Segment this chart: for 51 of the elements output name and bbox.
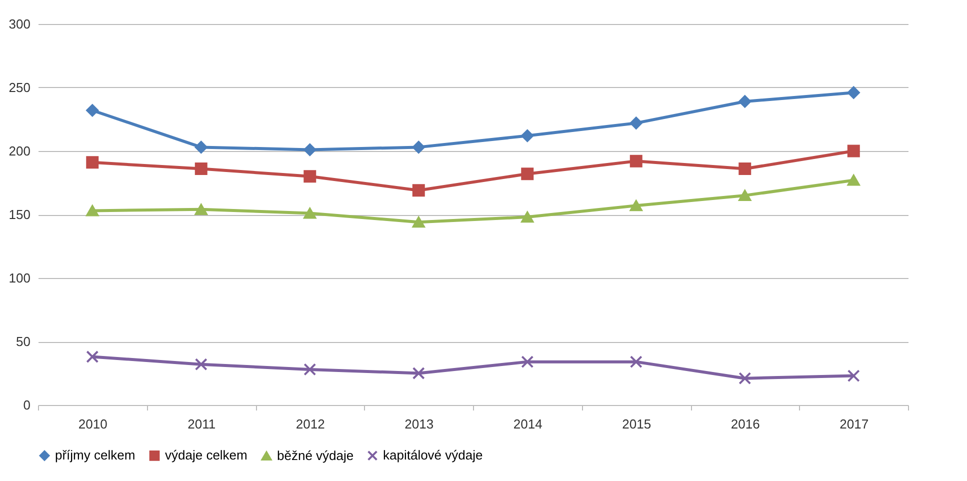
- point: [738, 162, 752, 176]
- point: [304, 363, 316, 376]
- point: [194, 204, 208, 215]
- point: [412, 367, 425, 380]
- legend-label: běžné výdaje: [277, 448, 354, 463]
- point: [86, 350, 99, 363]
- point: [412, 216, 425, 228]
- point: [630, 116, 642, 130]
- legend-label: kapitálové výdaje: [383, 448, 483, 463]
- x-tick-label: 2017: [840, 416, 869, 432]
- point: [304, 170, 316, 183]
- point: [304, 208, 316, 219]
- legend-label: příjmy celkem: [55, 448, 136, 463]
- x-tick-label: 2011: [188, 416, 216, 432]
- point: [86, 156, 99, 169]
- x-tick-label: 2016: [730, 416, 760, 432]
- point: [521, 212, 534, 223]
- point: [412, 140, 425, 154]
- legend-label: výdaje celkem: [165, 448, 248, 463]
- point: [630, 154, 642, 168]
- point: [738, 190, 752, 201]
- point: [630, 200, 642, 212]
- x-tick-label: 2012: [296, 416, 325, 432]
- point: [304, 143, 316, 156]
- point: [194, 162, 208, 176]
- y-tick-label: 250: [8, 80, 30, 95]
- y-tick-label: 300: [8, 16, 30, 32]
- point: [847, 370, 860, 382]
- y-tick-label: 200: [8, 144, 30, 158]
- x-tick-label: 2014: [513, 416, 542, 432]
- point: [194, 140, 208, 154]
- point: [521, 356, 534, 368]
- point: [412, 184, 425, 197]
- point: [847, 86, 860, 99]
- x-tick-label: 2010: [78, 416, 108, 432]
- x-tick-label: 2015: [622, 416, 652, 432]
- y-tick-label: 150: [8, 207, 30, 222]
- point: [847, 174, 860, 186]
- point: [86, 205, 99, 216]
- y-tick-label: 50: [16, 334, 30, 349]
- point: [521, 130, 534, 142]
- point: [521, 168, 534, 180]
- point: [738, 372, 752, 385]
- point: [847, 144, 860, 158]
- point: [194, 358, 208, 371]
- x-tick-label: 2013: [404, 416, 434, 432]
- point: [86, 104, 99, 117]
- point: [738, 95, 752, 108]
- point: [630, 356, 642, 368]
- y-tick-label: 0: [23, 398, 30, 412]
- y-tick-label: 100: [8, 270, 30, 286]
